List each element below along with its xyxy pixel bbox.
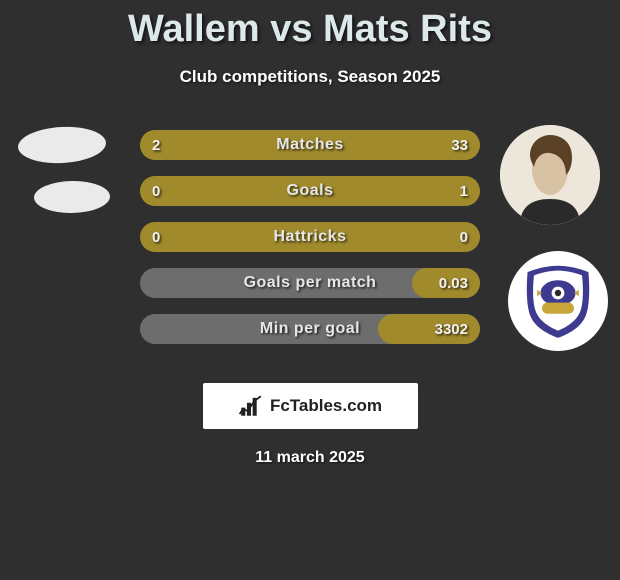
crest-icon (518, 261, 598, 341)
page-subtitle: Club competitions, Season 2025 (0, 67, 620, 87)
stat-right-value: 0 (460, 219, 468, 255)
stat-label: Goals (140, 173, 480, 209)
person-icon (500, 125, 600, 225)
stat-label: Min per goal (140, 311, 480, 347)
stat-right-value: 1 (460, 173, 468, 209)
player-right-avatar (500, 125, 600, 225)
stat-label: Matches (140, 127, 480, 163)
stat-label: Hattricks (140, 219, 480, 255)
stat-right-value: 3302 (435, 311, 468, 347)
stat-bars: 2 Matches 33 0 Goals 1 0 Hattricks 0 Goa… (140, 127, 480, 357)
bar-chart-icon (238, 393, 264, 419)
stat-left-value: 0 (152, 219, 160, 255)
stat-left-value: 2 (152, 127, 160, 163)
stat-right-value: 33 (451, 127, 468, 163)
date-text: 11 march 2025 (0, 449, 620, 467)
stat-label: Goals per match (140, 265, 480, 301)
player-left-avatar-placeholder (17, 125, 107, 166)
brand-box: FcTables.com (203, 383, 418, 429)
club-left-logo-placeholder (34, 180, 111, 213)
stat-row-hattricks: 0 Hattricks 0 (140, 219, 480, 255)
club-right-logo (508, 251, 608, 351)
stat-right-value: 0.03 (439, 265, 468, 301)
brand-text: FcTables.com (270, 396, 382, 416)
page-title: Wallem vs Mats Rits (0, 0, 620, 51)
comparison-stage: 2 Matches 33 0 Goals 1 0 Hattricks 0 Goa… (0, 117, 620, 367)
stat-left-value: 0 (152, 173, 160, 209)
stat-row-min-per-goal: Min per goal 3302 (140, 311, 480, 347)
stat-row-matches: 2 Matches 33 (140, 127, 480, 163)
stat-row-goals-per-match: Goals per match 0.03 (140, 265, 480, 301)
stat-row-goals: 0 Goals 1 (140, 173, 480, 209)
